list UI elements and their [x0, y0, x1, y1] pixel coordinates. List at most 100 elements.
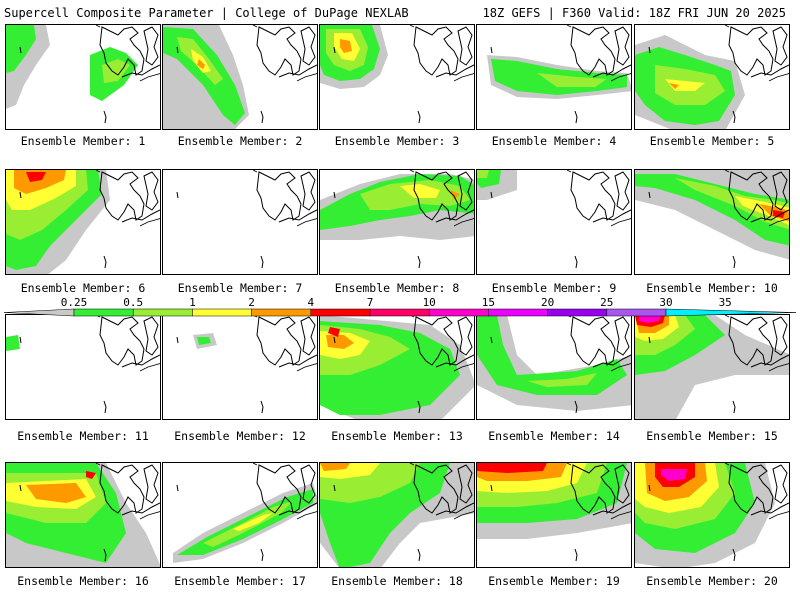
great-lakes-outline [256, 171, 317, 223]
border-line [566, 463, 631, 520]
ensemble-map [6, 170, 160, 274]
lake-fragment [490, 46, 493, 54]
ensemble-map-panel [5, 462, 161, 568]
ensemble-map-panel [162, 169, 318, 275]
scp-contour-fill [773, 210, 785, 218]
color-scale-segment [132, 308, 193, 317]
ensemble-map-panel [476, 314, 632, 420]
great-lakes-outline [728, 26, 789, 78]
lake-fragment [19, 191, 22, 199]
lake-fragment [333, 46, 336, 54]
lake-fragment [648, 191, 651, 199]
ensemble-map [176, 315, 317, 414]
ensemble-member-label: Ensemble Member: 16 [17, 574, 149, 588]
ensemble-map [635, 315, 789, 419]
great-lakes-outline [413, 316, 474, 368]
color-scale-segment [4, 308, 75, 317]
great-lakes-outline [256, 316, 317, 368]
lake-fragment [103, 400, 107, 414]
lake-fragment [333, 191, 336, 199]
great-lakes-outline [413, 171, 474, 223]
lake-fragment [103, 548, 107, 562]
border-line [252, 463, 317, 520]
color-scale-segment [547, 308, 608, 317]
great-lakes-outline [413, 464, 474, 516]
great-lakes-outline [99, 464, 160, 516]
color-scale-tick-label: 0.5 [123, 296, 144, 309]
lake-fragment [103, 110, 107, 124]
ensemble-map [163, 25, 317, 129]
color-scale-bar [4, 308, 796, 317]
scp-contour-fill [669, 83, 679, 89]
lake-fragment [176, 336, 179, 344]
color-scale-segment [665, 308, 796, 317]
ensemble-map-panel [476, 169, 632, 275]
lake-fragment [490, 191, 493, 199]
ensemble-map-panel [5, 24, 161, 130]
color-scale-tick-label: 4 [307, 296, 315, 309]
lake-fragment [417, 255, 421, 269]
great-lakes-outline [728, 316, 789, 368]
ensemble-member-label: Ensemble Member: 5 [649, 134, 775, 148]
ensemble-map [635, 463, 789, 567]
ensemble-member-label: Ensemble Member: 20 [646, 574, 778, 588]
ensemble-member-label: Ensemble Member: 10 [646, 281, 778, 295]
color-scale-segment [73, 308, 134, 317]
color-scale-segment [428, 308, 489, 317]
ensemble-member-label: Ensemble Member: 15 [646, 429, 778, 443]
color-scale-tick-label: 10 [422, 296, 436, 309]
ensemble-map [320, 25, 474, 124]
border-line [95, 463, 160, 520]
ensemble-member-label: Ensemble Member: 3 [334, 134, 460, 148]
scp-contour-fill [26, 483, 86, 503]
lake-fragment [732, 110, 736, 124]
lake-fragment [732, 255, 736, 269]
lake-fragment [732, 400, 736, 414]
border-line [409, 170, 474, 227]
scp-contour-fill [527, 373, 597, 387]
ensemble-member-label: Ensemble Member: 1 [20, 134, 146, 148]
great-lakes-outline [256, 26, 317, 78]
ensemble-map [635, 170, 789, 269]
ensemble-member-label: Ensemble Member: 12 [174, 429, 306, 443]
ensemble-map-panel [634, 169, 790, 275]
ensemble-map-panel [634, 24, 790, 130]
ensemble-map [6, 25, 160, 124]
ensemble-map-panel [634, 314, 790, 420]
scp-contour-fill [102, 59, 130, 83]
scp-contour-fill [661, 469, 687, 481]
ensemble-member-label: Ensemble Member: 6 [20, 281, 146, 295]
ensemble-map [320, 463, 474, 567]
ensemble-member-label: Ensemble Member: 19 [488, 574, 620, 588]
ensemble-member-label: Ensemble Member: 9 [491, 281, 617, 295]
model-valid-time: 18Z GEFS | F360 Valid: 18Z FRI JUN 20 20… [482, 6, 786, 20]
color-scale-segment [192, 308, 252, 317]
scp-contour-fill [326, 335, 354, 349]
scp-contour-fill [400, 184, 440, 198]
lake-fragment [648, 336, 651, 344]
scp-contour-fill [26, 172, 46, 182]
ensemble-map-panel [319, 169, 475, 275]
scp-contour-fill [86, 471, 96, 479]
color-scale-tick-label: 2 [248, 296, 255, 309]
great-lakes-outline [728, 171, 789, 223]
ensemble-map-panel [319, 24, 475, 130]
great-lakes-outline [570, 171, 631, 223]
lake-fragment [417, 548, 421, 562]
ensemble-map [477, 315, 631, 414]
ensemble-map-panel [162, 24, 318, 130]
ensemble-map-panel [162, 462, 318, 568]
lake-fragment [574, 548, 578, 562]
scp-contour-fill [477, 463, 547, 473]
ensemble-map-panel [5, 314, 161, 420]
border-line [724, 25, 789, 82]
great-lakes-outline [256, 464, 317, 516]
color-scale-segment [488, 308, 548, 317]
great-lakes-outline [99, 171, 160, 223]
scp-contour-fill [635, 174, 789, 246]
color-scale-tick-label: 7 [366, 296, 374, 309]
ensemble-map [6, 463, 160, 567]
lake-fragment [333, 484, 336, 492]
great-lakes-outline [570, 26, 631, 78]
lake-fragment [490, 336, 493, 344]
